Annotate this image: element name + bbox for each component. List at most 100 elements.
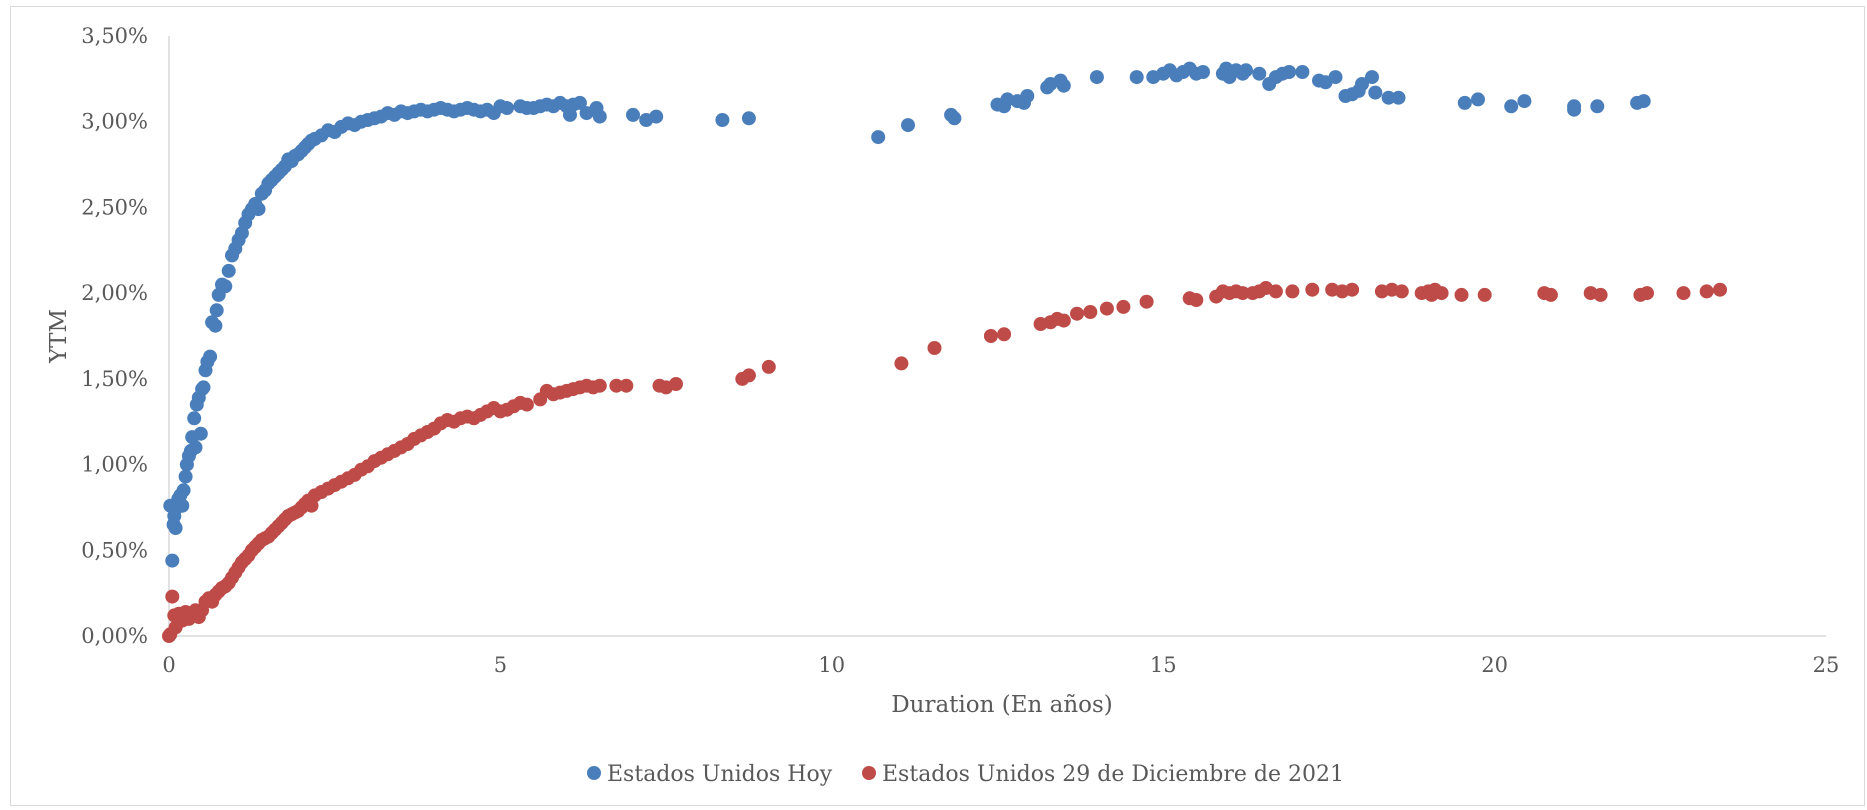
data-point — [572, 95, 587, 110]
data-point — [1699, 284, 1714, 299]
data-point — [983, 329, 998, 343]
data-point — [901, 118, 915, 133]
x-tick-label: 25 — [1813, 653, 1840, 677]
data-point — [187, 411, 202, 426]
data-point — [1543, 287, 1558, 302]
data-point — [1391, 90, 1406, 105]
data-point — [1640, 286, 1654, 301]
data-point — [1083, 305, 1098, 319]
data-point — [500, 101, 514, 115]
data-point — [1365, 70, 1379, 85]
data-point — [947, 111, 962, 126]
data-point — [741, 368, 756, 383]
data-point — [927, 341, 942, 355]
x-tick-label: 5 — [494, 653, 507, 677]
y-tick-label: 1,00% — [81, 453, 148, 477]
x-tick-label: 20 — [1481, 653, 1508, 677]
data-point — [997, 327, 1012, 342]
data-point — [1636, 94, 1651, 109]
x-tick-label: 10 — [818, 653, 845, 677]
data-point — [1713, 282, 1727, 297]
data-point — [1235, 286, 1250, 301]
data-point — [1328, 70, 1343, 85]
data-point — [1070, 306, 1084, 321]
series-1 — [163, 61, 1651, 568]
x-tick-label: 0 — [162, 653, 175, 677]
data-point — [1020, 89, 1035, 103]
legend-marker-series-1 — [587, 766, 601, 780]
data-point — [1394, 284, 1409, 299]
data-point — [741, 111, 756, 126]
x-tick-label: 15 — [1150, 653, 1177, 677]
data-point — [669, 377, 683, 391]
data-point — [1056, 78, 1071, 93]
data-point — [203, 349, 218, 364]
data-point — [218, 279, 233, 294]
data-point — [1504, 99, 1519, 114]
data-point — [1590, 99, 1605, 114]
data-point — [1129, 70, 1144, 85]
y-tick-label: 3,50% — [81, 24, 148, 48]
data-point — [894, 356, 909, 371]
y-tick-label: 2,00% — [81, 281, 148, 305]
x-axis-title: Duration (En años) — [891, 692, 1113, 718]
data-point — [1282, 65, 1297, 79]
data-point — [1454, 287, 1469, 302]
data-point — [1381, 90, 1396, 105]
legend-label-series-2: Estados Unidos 29 de Diciembre de 2021 — [882, 762, 1344, 787]
legend-marker-series-2 — [862, 766, 876, 780]
data-point — [1471, 92, 1485, 107]
data-point — [1567, 99, 1582, 114]
data-point — [1116, 299, 1131, 314]
data-points — [162, 61, 1727, 643]
data-point — [196, 380, 211, 395]
data-point — [649, 109, 664, 124]
data-point — [1295, 65, 1310, 79]
y-tick-label: 2,50% — [81, 195, 148, 219]
data-point — [1517, 94, 1532, 109]
data-point — [626, 107, 640, 122]
data-point — [519, 397, 534, 412]
data-point — [1056, 313, 1071, 328]
data-point — [592, 109, 607, 124]
data-point — [1252, 66, 1267, 81]
data-point — [1457, 95, 1472, 110]
data-point — [1089, 70, 1104, 85]
data-point — [193, 426, 208, 441]
data-point — [609, 378, 624, 393]
legend-label-series-1: Estados Unidos Hoy — [607, 762, 833, 787]
data-point — [1196, 65, 1210, 79]
y-tick-label: 3,00% — [81, 110, 148, 134]
data-point — [592, 378, 607, 393]
y-tick-label: 0,50% — [81, 538, 148, 562]
data-point — [175, 498, 190, 513]
data-point — [1355, 77, 1369, 91]
data-point — [871, 130, 886, 145]
data-point — [188, 440, 203, 455]
data-point — [221, 263, 236, 278]
data-point — [1268, 284, 1283, 299]
data-point — [1434, 286, 1449, 301]
data-point — [176, 483, 191, 498]
data-point — [1345, 282, 1360, 297]
data-point — [619, 378, 634, 393]
data-point — [1189, 293, 1204, 307]
data-point — [715, 113, 730, 127]
series-2 — [162, 281, 1727, 643]
y-axis-title: YTM — [46, 309, 72, 364]
data-point — [208, 318, 223, 333]
data-point — [1239, 63, 1253, 78]
data-point — [165, 589, 180, 604]
data-point — [1099, 301, 1114, 316]
y-axis-ticks: 0,00% 0,50% 1,00% 1,50% 2,00% 2,50% 3,00% 3,50% — [81, 24, 148, 648]
data-point — [251, 202, 266, 217]
x-axis-ticks: 0 5 10 15 20 25 — [162, 653, 1839, 677]
data-point — [1285, 284, 1300, 299]
y-tick-label: 0,00% — [81, 624, 148, 648]
data-point — [165, 553, 180, 568]
data-point — [1368, 85, 1383, 100]
data-point — [1305, 282, 1320, 297]
data-point — [168, 521, 183, 535]
data-point — [1477, 287, 1492, 302]
